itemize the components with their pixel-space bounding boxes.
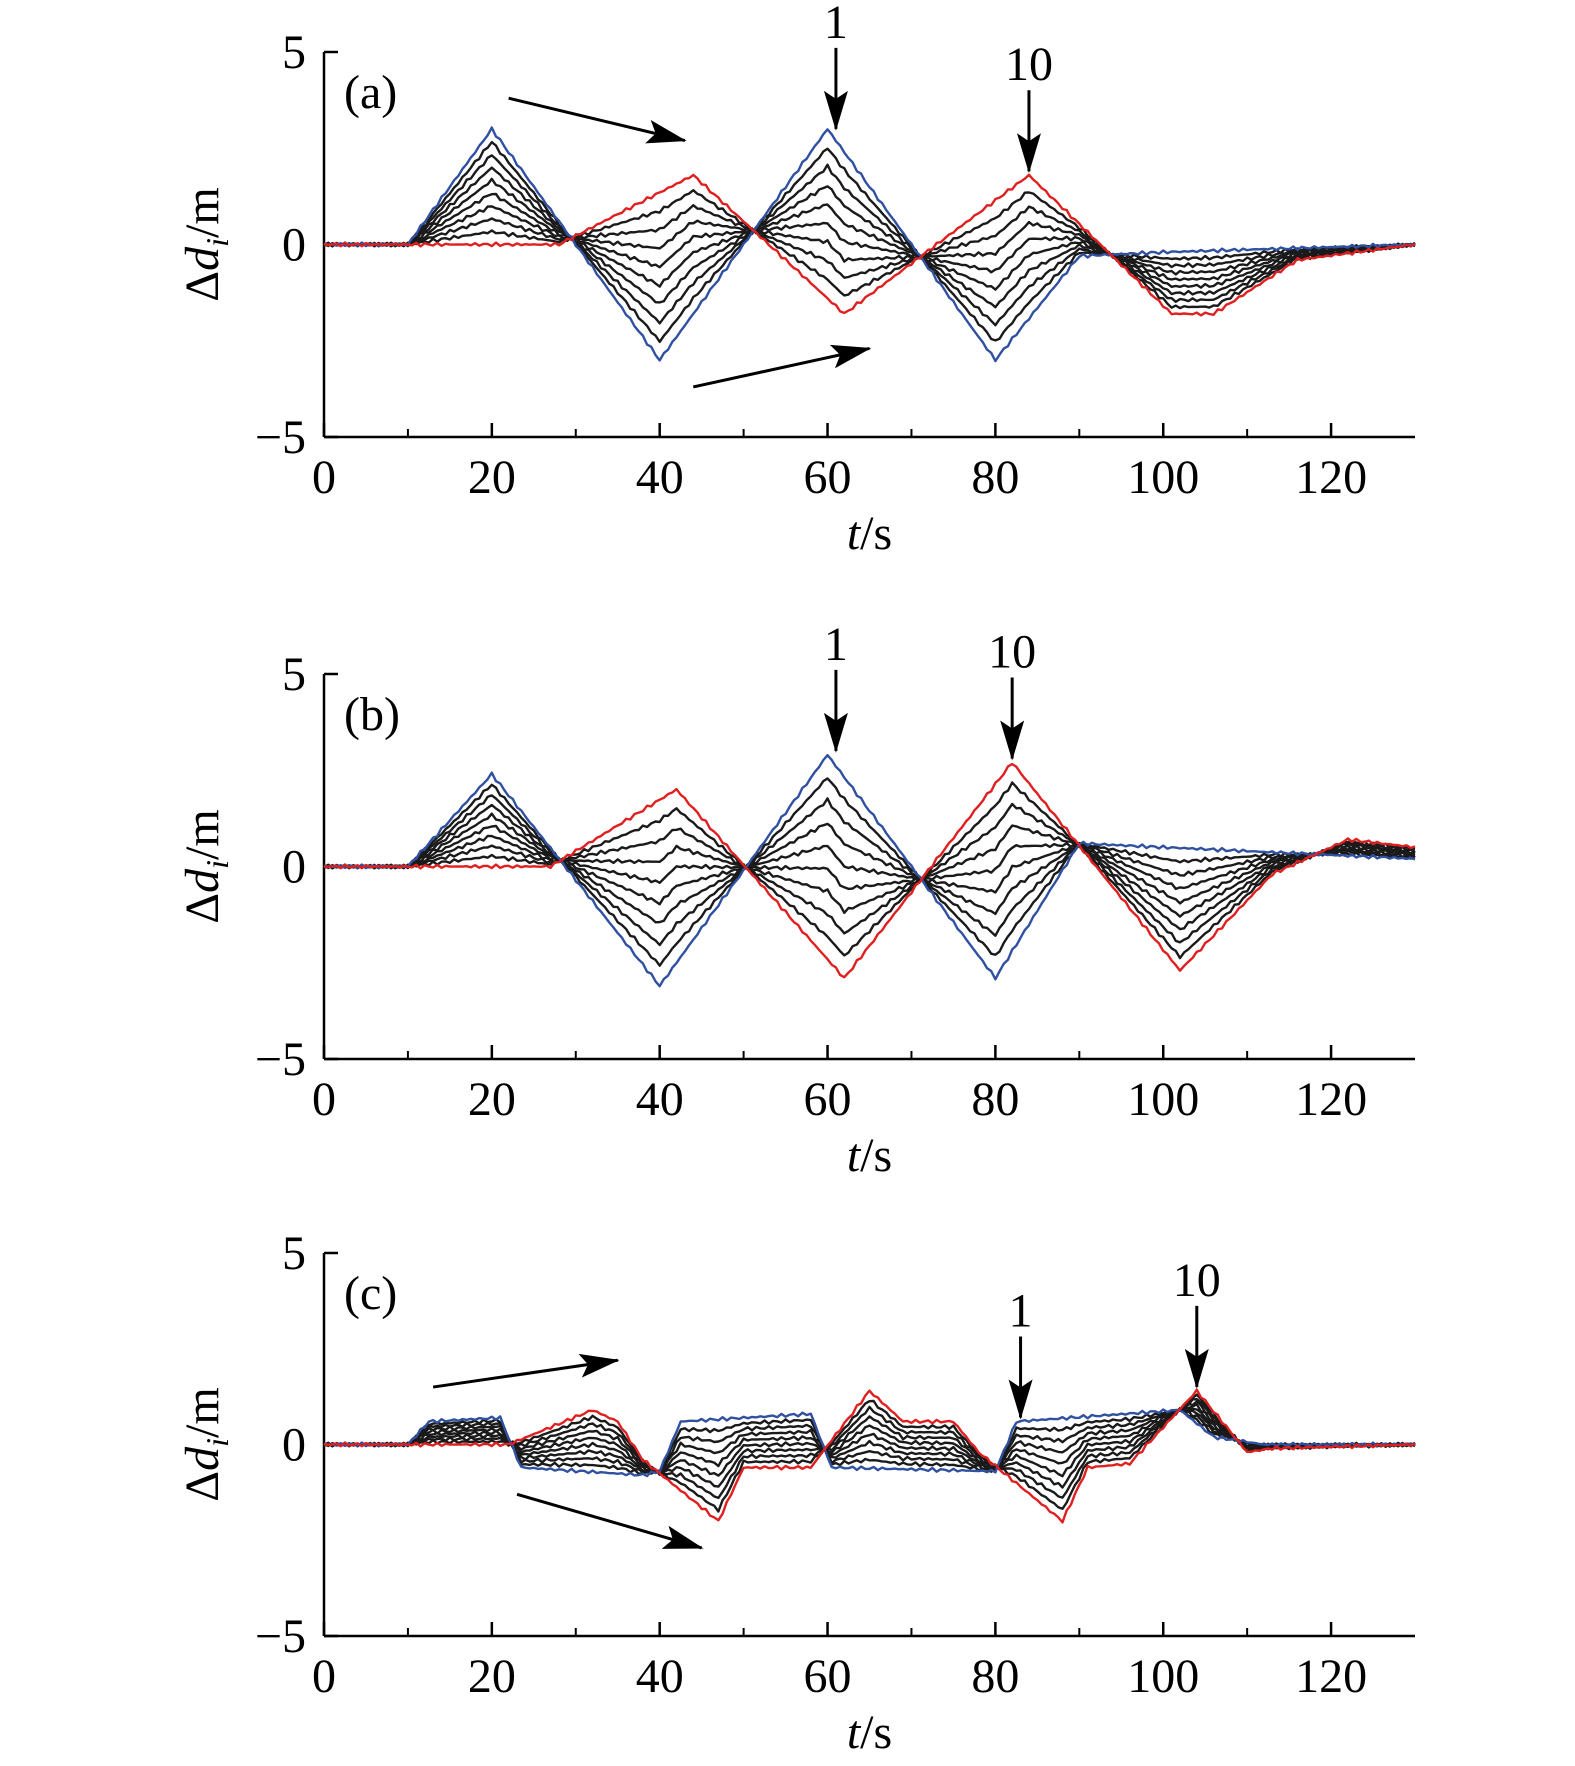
x-tick-label: 120 bbox=[1295, 1650, 1367, 1703]
x-tick-label: 100 bbox=[1127, 1650, 1199, 1703]
series-line-6 bbox=[323, 192, 1416, 289]
y-tick-label: −5 bbox=[255, 1610, 306, 1663]
x-tick-label: 100 bbox=[1127, 1073, 1199, 1126]
series-line-10 bbox=[323, 173, 1416, 317]
y-tick-label: −5 bbox=[255, 411, 306, 464]
panel-label: (c) bbox=[344, 1267, 397, 1320]
x-tick-label: 80 bbox=[971, 451, 1019, 504]
series-line-7 bbox=[323, 205, 1416, 296]
series-line-3 bbox=[323, 154, 1416, 327]
series-line-1 bbox=[324, 1408, 1416, 1478]
x-tick-label: 120 bbox=[1295, 1073, 1367, 1126]
y-axis-label: Δdi/m bbox=[176, 1387, 235, 1501]
y-tick-label: −5 bbox=[255, 1033, 306, 1086]
direction-arrow bbox=[516, 1492, 704, 1550]
series-line-7 bbox=[323, 824, 1416, 931]
y-axis-label: Δdi/m bbox=[176, 809, 235, 923]
series-line-1 bbox=[324, 754, 1416, 988]
series-line-8 bbox=[324, 1398, 1416, 1500]
panel-label: (a) bbox=[344, 66, 397, 119]
y-axis-label: Δdi/m bbox=[176, 187, 235, 301]
x-tick-label: 120 bbox=[1295, 451, 1367, 504]
x-tick-label: 0 bbox=[312, 451, 336, 504]
x-tick-label: 80 bbox=[971, 1650, 1019, 1703]
series-line-8 bbox=[324, 802, 1416, 944]
x-tick-label: 0 bbox=[312, 1073, 336, 1126]
series-line-8 bbox=[324, 204, 1416, 303]
x-tick-label: 40 bbox=[636, 1650, 684, 1703]
annotation-label: 10 bbox=[988, 626, 1036, 679]
direction-arrow bbox=[432, 1353, 620, 1389]
x-tick-label: 80 bbox=[971, 1073, 1019, 1126]
y-tick-label: 5 bbox=[282, 648, 306, 701]
x-tick-label: 20 bbox=[468, 451, 516, 504]
series-line-3 bbox=[323, 794, 1416, 947]
series-line-9 bbox=[323, 189, 1416, 310]
x-tick-label: 60 bbox=[804, 1073, 852, 1126]
series-line-2 bbox=[323, 141, 1416, 344]
direction-arrow bbox=[508, 96, 687, 144]
series-line-5 bbox=[323, 812, 1416, 906]
y-tick-label: 5 bbox=[282, 26, 306, 79]
y-tick-label: 0 bbox=[282, 841, 306, 894]
y-tick-label: 0 bbox=[282, 1419, 306, 1472]
x-tick-label: 40 bbox=[636, 1073, 684, 1126]
y-tick-label: 5 bbox=[282, 1227, 306, 1280]
series-line-9 bbox=[323, 781, 1416, 960]
x-axis-label: t/s bbox=[847, 507, 892, 560]
panel-label: (b) bbox=[344, 688, 400, 741]
series-line-2 bbox=[323, 777, 1416, 967]
x-tick-label: 20 bbox=[468, 1073, 516, 1126]
annotation-label: 1 bbox=[824, 0, 848, 49]
series-line-10 bbox=[323, 1388, 1416, 1524]
series-line-6 bbox=[323, 824, 1416, 918]
x-tick-label: 20 bbox=[468, 1650, 516, 1703]
x-tick-label: 40 bbox=[636, 451, 684, 504]
series-line-4 bbox=[323, 803, 1416, 924]
x-tick-label: 100 bbox=[1127, 451, 1199, 504]
direction-arrow bbox=[692, 344, 872, 389]
x-axis-label: t/s bbox=[847, 1706, 892, 1759]
annotation-label: 10 bbox=[1173, 1254, 1221, 1307]
x-tick-label: 60 bbox=[804, 1650, 852, 1703]
y-tick-label: 0 bbox=[282, 219, 306, 272]
x-tick-label: 0 bbox=[312, 1650, 336, 1703]
annotation-label: 1 bbox=[824, 618, 848, 671]
annotation-label: 1 bbox=[1009, 1285, 1033, 1338]
x-axis-label: t/s bbox=[847, 1129, 892, 1182]
series-line-4 bbox=[323, 166, 1416, 309]
series-line-5 bbox=[323, 177, 1416, 291]
x-tick-label: 60 bbox=[804, 451, 852, 504]
annotation-label: 10 bbox=[1005, 38, 1053, 91]
series-line-10 bbox=[323, 762, 1416, 979]
series-line-1 bbox=[324, 126, 1416, 363]
